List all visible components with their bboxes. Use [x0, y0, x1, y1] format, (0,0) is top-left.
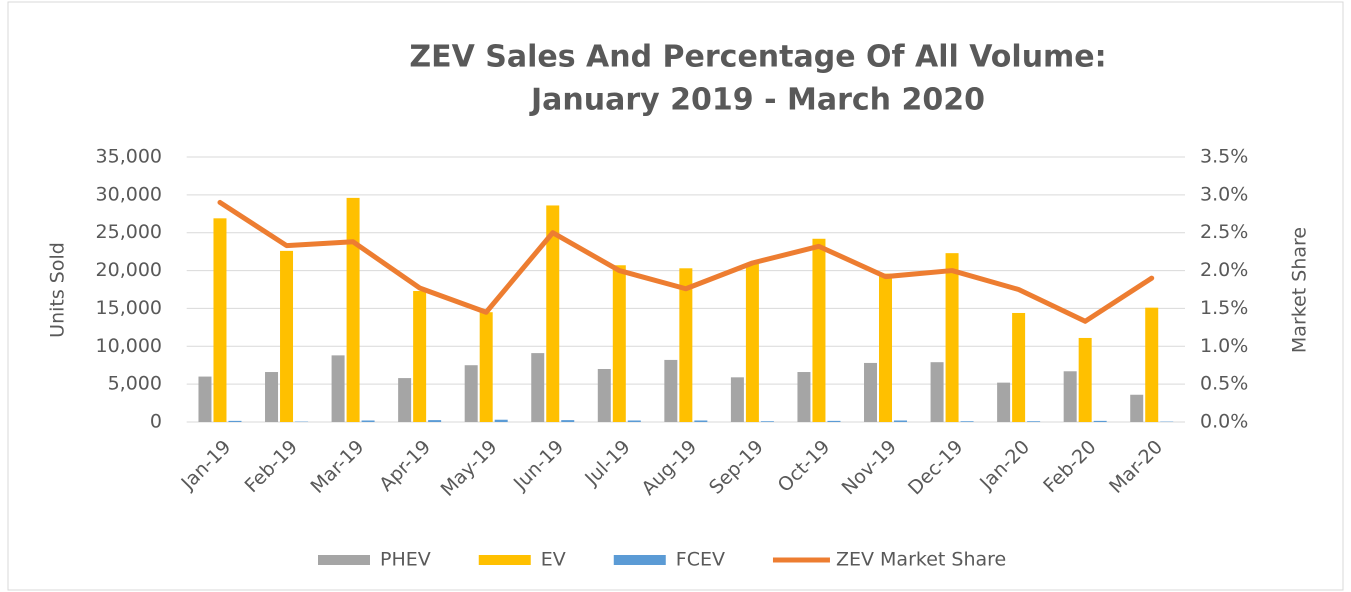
bar: [960, 421, 974, 422]
bar: [198, 376, 212, 422]
bar: [561, 420, 575, 422]
bar: [1063, 371, 1077, 422]
y-tick-label: 10,000: [96, 335, 162, 357]
bar: [213, 218, 227, 422]
legend-label: FCEV: [676, 549, 725, 571]
bar: [730, 377, 744, 422]
bar: [346, 197, 360, 422]
bar: [945, 253, 959, 422]
line: [217, 199, 1155, 324]
y-tick-label: 30,000: [96, 183, 162, 205]
bar: [864, 362, 878, 422]
y-tick-label: 0: [150, 411, 162, 433]
bar: [627, 420, 641, 422]
bar: [280, 250, 294, 422]
legend-label: PHEV: [380, 549, 431, 571]
y2-tick-label: 0.0%: [1200, 411, 1248, 433]
chart-title: January 2019 - March 2020: [529, 83, 985, 118]
legend-label: EV: [541, 549, 566, 571]
bar: [479, 312, 493, 422]
bar: [531, 353, 545, 422]
bar: [694, 420, 708, 422]
y-tick-label: 35,000: [96, 146, 162, 168]
y2-tick-label: 3.0%: [1200, 183, 1248, 205]
y2-tick-label: 2.5%: [1200, 221, 1248, 243]
bar: [1012, 312, 1026, 422]
bar: [331, 355, 345, 422]
chart-title: ZEV Sales And Percentage Of All Volume:: [409, 40, 1106, 75]
bar: [464, 365, 478, 422]
legend-swatch: [318, 555, 370, 565]
y-tick-label: 5,000: [108, 373, 162, 395]
bar: [413, 291, 427, 422]
bar: [494, 419, 508, 422]
bar: [612, 265, 626, 422]
y-tick-label: 20,000: [96, 259, 162, 281]
bar: [361, 420, 375, 422]
legend-swatch: [613, 555, 666, 565]
bar: [428, 420, 442, 422]
y-tick-label: 25,000: [96, 221, 162, 243]
bar: [597, 369, 611, 422]
y2-tick-label: 2.0%: [1200, 259, 1248, 281]
y-axis-label: Units Sold: [47, 242, 69, 338]
bar: [228, 420, 242, 422]
bar: [760, 421, 774, 422]
legend-label: ZEV Market Share: [836, 549, 1006, 571]
bar: [827, 420, 841, 422]
bar: [1130, 394, 1144, 422]
bar: [664, 359, 678, 422]
bar: [812, 238, 826, 422]
y2-tick-label: 0.5%: [1200, 373, 1248, 395]
bar: [797, 372, 811, 422]
bar: [930, 362, 944, 422]
bar: [1078, 337, 1092, 422]
bar: [997, 382, 1011, 422]
bar: [879, 273, 893, 422]
y-tick-label: 15,000: [96, 297, 162, 319]
bar: [546, 205, 560, 422]
bar: [265, 372, 279, 422]
y2-tick-label: 1.0%: [1200, 335, 1248, 357]
bar: [745, 263, 759, 422]
bar: [679, 268, 693, 422]
bar: [1093, 420, 1107, 422]
bar: [1145, 307, 1159, 422]
y2-tick-label: 1.5%: [1200, 297, 1248, 319]
legend-swatch: [478, 555, 531, 565]
y2-axis-label: Market Share: [1289, 227, 1311, 353]
bar: [1027, 421, 1041, 422]
y2-tick-label: 3.5%: [1200, 146, 1248, 168]
bar: [398, 378, 412, 422]
bar: [894, 420, 908, 422]
